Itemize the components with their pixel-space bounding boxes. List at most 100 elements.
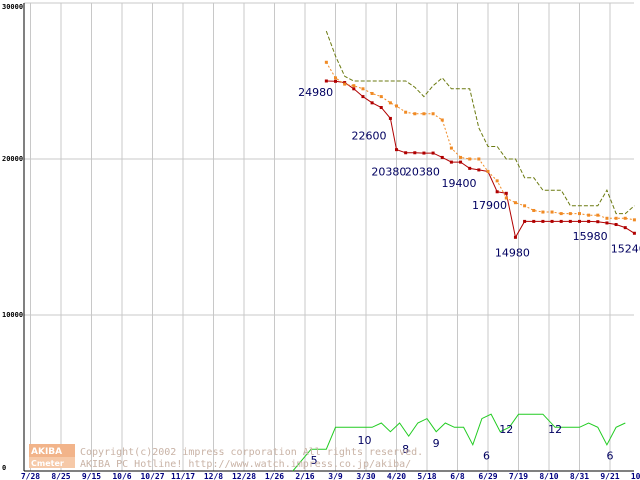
- series-point: [395, 148, 398, 152]
- akiba-logo: AKIBA Cmeter: [29, 444, 75, 468]
- series-line: [325, 30, 635, 215]
- series-point: [541, 219, 545, 223]
- data-label: 9: [433, 437, 440, 450]
- series-point: [388, 101, 392, 105]
- series-point: [504, 196, 508, 200]
- series-point: [468, 157, 472, 161]
- data-label: 15240: [611, 243, 640, 256]
- series-point: [614, 216, 618, 220]
- x-tick-label: 3/9: [328, 472, 343, 480]
- series-point: [343, 82, 347, 86]
- series-point: [550, 210, 554, 214]
- series-point: [523, 219, 527, 223]
- series-point: [468, 166, 472, 170]
- series-point: [324, 60, 328, 64]
- x-tick-label: 8/25: [51, 472, 70, 480]
- series-point: [324, 79, 328, 83]
- x-tick-label: 7/28: [21, 472, 40, 480]
- x-tick-label: 5/18: [417, 472, 436, 480]
- series-point: [379, 106, 383, 110]
- data-label: 5: [311, 454, 318, 467]
- series-point: [413, 112, 417, 116]
- data-label: 15980: [573, 230, 608, 243]
- series-point: [449, 160, 453, 164]
- series-point: [605, 216, 609, 220]
- data-labels: 2498022600203802038019400179001498015980…: [298, 86, 640, 467]
- copyright-line: Copyright(c)2002 impress corporation All…: [80, 447, 423, 458]
- x-tick-label: 7/19: [509, 472, 528, 480]
- x-tick-label: 10/6: [112, 472, 131, 480]
- data-label: 8: [402, 443, 409, 456]
- x-tick-label: 9/21: [600, 472, 619, 480]
- x-tick-label: 10/27: [140, 472, 164, 480]
- series-point: [523, 204, 527, 208]
- x-tick-label: 12/8: [204, 472, 223, 480]
- series-point: [513, 201, 517, 205]
- data-label: 20380: [405, 165, 440, 178]
- x-tick-label: 4/20: [387, 472, 406, 480]
- series-point: [495, 190, 499, 194]
- x-tick-label: 3/30: [356, 472, 375, 480]
- series-point: [623, 226, 627, 230]
- series-point: [449, 146, 453, 150]
- series-point: [486, 169, 490, 173]
- series-point: [568, 212, 572, 216]
- y-tick-label: 30000: [2, 3, 23, 11]
- x-tick-label: 6/8: [450, 472, 465, 480]
- series-point: [495, 179, 499, 183]
- series-point: [361, 95, 365, 99]
- series-point: [532, 219, 536, 223]
- series-point: [388, 116, 392, 120]
- y-tick-label: 0: [2, 464, 6, 472]
- series-point: [614, 223, 618, 227]
- series-point: [541, 210, 545, 214]
- logo-bottom-text: Cmeter: [31, 459, 64, 468]
- series-point: [395, 104, 398, 108]
- series-point: [361, 87, 365, 91]
- data-label: 17900: [472, 199, 507, 212]
- x-tick-label: 9/15: [82, 472, 101, 480]
- x-tick-label: 2/16: [295, 472, 314, 480]
- y-tick-label: 10000: [2, 311, 23, 319]
- series-point: [440, 118, 444, 122]
- series-point: [440, 155, 444, 159]
- series-point: [431, 112, 435, 116]
- series-point: [370, 91, 374, 95]
- x-tick-label: 8/10: [539, 472, 558, 480]
- series-point: [477, 157, 481, 161]
- data-label: 6: [607, 449, 614, 462]
- series-point: [596, 213, 600, 217]
- series-point: [352, 87, 356, 91]
- data-label: 22600: [352, 130, 387, 143]
- series-point: [404, 151, 408, 155]
- series-point: [431, 151, 435, 155]
- logo-bottom-block: [29, 457, 75, 468]
- x-tick-label: 6/29: [478, 472, 497, 480]
- series-point: [596, 220, 600, 224]
- series-point: [559, 219, 563, 223]
- series-point: [422, 151, 426, 155]
- series-group: [292, 30, 636, 472]
- series-point: [578, 212, 581, 216]
- series-point: [334, 76, 337, 80]
- series-point: [587, 219, 591, 223]
- series-point: [559, 212, 563, 216]
- logo-top-text: AKIBA: [31, 447, 62, 457]
- series-point: [413, 151, 417, 155]
- logo-top-block: [29, 444, 75, 457]
- x-tick-label: 12/28: [232, 472, 256, 480]
- series-point: [352, 84, 356, 88]
- series-point: [422, 112, 426, 116]
- copyright-watermark: AKIBA Cmeter Copyright(c)2002 impress co…: [29, 444, 423, 470]
- series-point: [623, 216, 627, 220]
- x-axis-ticks: 7/28 8/25 9/15 10/6 10/27 11/17 12/8 12/28 1/26 2…: [21, 472, 640, 480]
- series-point: [568, 219, 572, 223]
- series-point: [532, 208, 536, 212]
- series-point: [632, 218, 636, 222]
- series-point: [459, 160, 463, 164]
- series-point: [459, 155, 463, 159]
- x-tick-label: 10/5: [631, 472, 640, 480]
- series-point: [578, 219, 581, 223]
- data-label: 19400: [442, 177, 477, 190]
